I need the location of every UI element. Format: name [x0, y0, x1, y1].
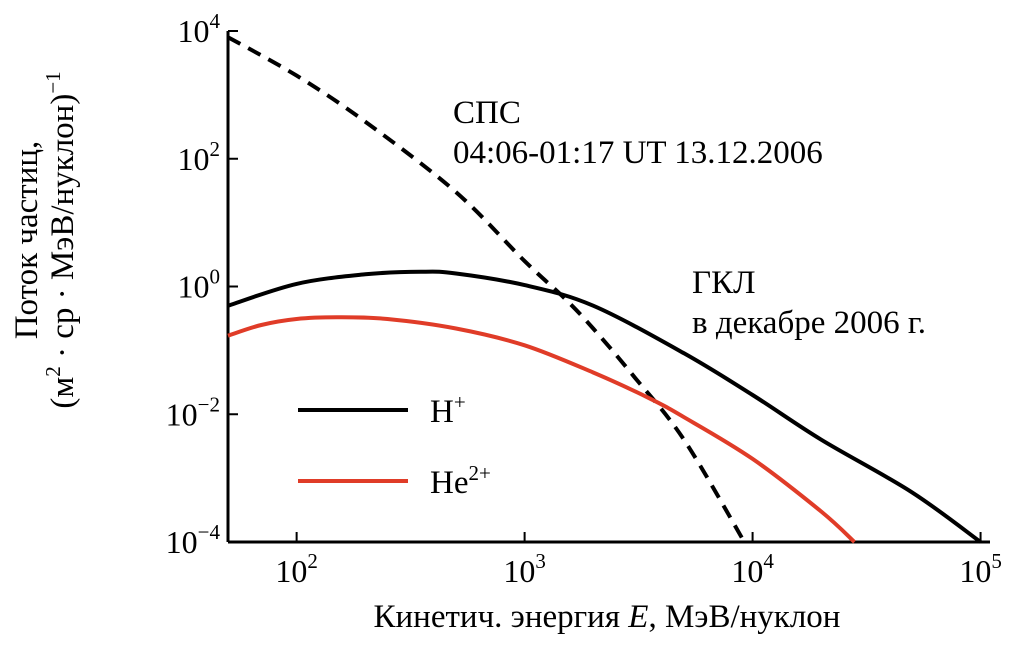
y-tick-label: 104 — [178, 9, 221, 49]
series-line-sps — [227, 35, 747, 544]
annotation-sps-title: СПС — [453, 95, 521, 131]
y-axis-title-line2: (м2 · ср · МэВ/нуклон)−1 — [41, 71, 81, 408]
series-line-h — [227, 269, 982, 544]
annotation-gcr-period: в декабре 2006 г. — [692, 305, 926, 341]
x-tick-label: 105 — [959, 549, 1002, 589]
x-axis-ticks: 102 103 104 105 — [275, 532, 1002, 589]
x-tick-label: 104 — [731, 549, 774, 589]
series-line-he — [227, 315, 856, 544]
y-tick-label: 10−4 — [166, 520, 221, 560]
annotation-gcr-title: ГКЛ — [692, 265, 755, 301]
legend-label-h: H+ — [430, 390, 466, 430]
x-tick-label: 103 — [503, 549, 546, 589]
y-tick-label: 10−2 — [166, 392, 220, 432]
y-axis-title: Поток частиц, (м2 · ср · МэВ/нуклон)−1 — [9, 71, 81, 408]
y-axis-title-line1: Поток частиц, — [9, 141, 45, 340]
annotation-sps-time: 04:06-01:17 UT 13.12.2006 — [453, 135, 823, 171]
plot-frame — [226, 31, 990, 544]
legend-label-he: He2+ — [430, 461, 491, 501]
y-tick-label: 100 — [178, 265, 221, 305]
x-tick-label: 102 — [275, 549, 318, 589]
x-axis-title: Кинетич. энергия E, МэВ/нуклон — [374, 599, 841, 635]
legend: H+ He2+ — [298, 390, 491, 501]
y-axis-ticks: 10−4 10−2 100 102 104 — [166, 9, 238, 560]
y-tick-label: 102 — [178, 137, 221, 177]
series-layer — [227, 35, 982, 544]
